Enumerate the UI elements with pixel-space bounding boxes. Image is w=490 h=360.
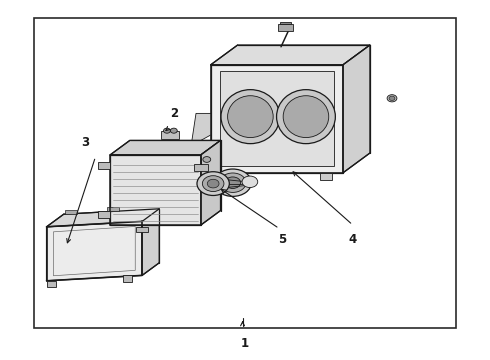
Polygon shape bbox=[194, 164, 208, 171]
Polygon shape bbox=[47, 221, 142, 281]
Circle shape bbox=[197, 172, 229, 195]
Polygon shape bbox=[277, 24, 293, 31]
Polygon shape bbox=[98, 211, 110, 218]
Circle shape bbox=[242, 176, 258, 188]
Circle shape bbox=[389, 96, 395, 100]
Text: 3: 3 bbox=[82, 136, 90, 149]
Circle shape bbox=[214, 169, 251, 197]
Polygon shape bbox=[110, 140, 220, 155]
Polygon shape bbox=[343, 45, 370, 173]
Circle shape bbox=[207, 179, 219, 188]
Polygon shape bbox=[222, 173, 234, 180]
Polygon shape bbox=[47, 281, 56, 287]
Text: 2: 2 bbox=[170, 107, 178, 120]
Polygon shape bbox=[47, 209, 159, 227]
Polygon shape bbox=[122, 275, 132, 282]
Polygon shape bbox=[65, 210, 77, 214]
Polygon shape bbox=[220, 71, 334, 166]
Polygon shape bbox=[211, 45, 370, 65]
Polygon shape bbox=[320, 173, 332, 180]
Bar bbox=[34, 18, 456, 328]
Polygon shape bbox=[211, 65, 343, 173]
Text: 1: 1 bbox=[241, 337, 249, 350]
Circle shape bbox=[203, 157, 211, 162]
Ellipse shape bbox=[283, 96, 329, 138]
Circle shape bbox=[225, 177, 241, 188]
Polygon shape bbox=[98, 162, 110, 169]
Polygon shape bbox=[142, 209, 159, 275]
Circle shape bbox=[202, 176, 224, 192]
Circle shape bbox=[164, 128, 171, 133]
Ellipse shape bbox=[276, 90, 335, 144]
Circle shape bbox=[387, 95, 397, 102]
Polygon shape bbox=[161, 131, 179, 139]
Polygon shape bbox=[191, 113, 211, 146]
Circle shape bbox=[220, 173, 246, 192]
Polygon shape bbox=[279, 22, 291, 24]
Polygon shape bbox=[110, 155, 201, 225]
Polygon shape bbox=[136, 227, 148, 232]
Ellipse shape bbox=[221, 90, 280, 144]
Ellipse shape bbox=[227, 96, 273, 138]
Circle shape bbox=[171, 128, 177, 133]
Polygon shape bbox=[107, 207, 119, 211]
Polygon shape bbox=[201, 140, 220, 225]
Text: 4: 4 bbox=[349, 233, 357, 246]
Text: 5: 5 bbox=[278, 233, 286, 246]
